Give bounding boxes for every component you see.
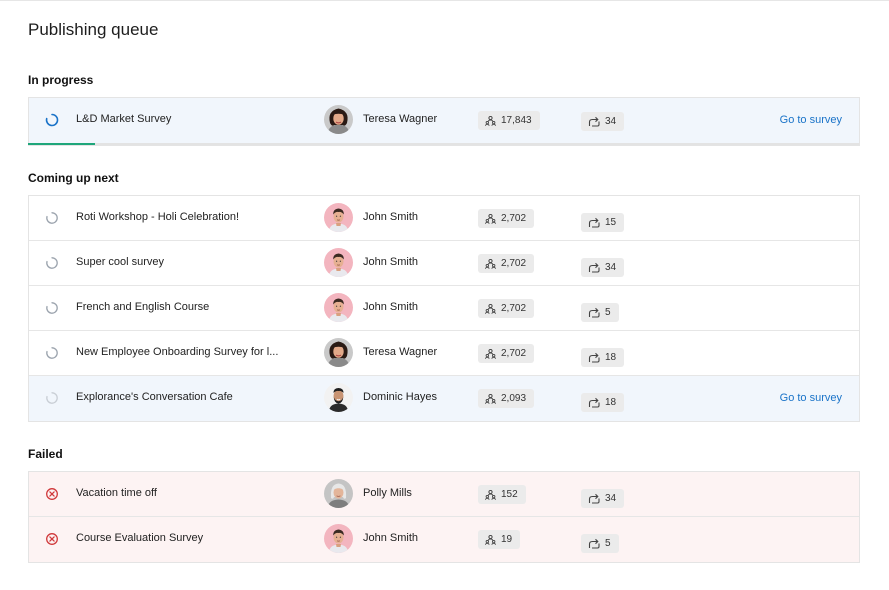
queued-spinner-icon	[45, 391, 59, 405]
owner-name: Polly Mills	[363, 487, 412, 499]
share-icon	[588, 352, 605, 363]
survey-name: Vacation time off	[76, 487, 157, 499]
queue-row: Vacation time off Polly Mills 152 34	[29, 472, 859, 517]
section-heading-coming-up-next: Coming up next	[28, 171, 119, 185]
share-icon	[588, 493, 605, 504]
survey-name: Course Evaluation Survey	[76, 532, 204, 544]
respondents-icon	[485, 213, 501, 224]
queue-row: Explorance's Conversation Cafe Dominic Ha…	[29, 376, 859, 421]
share-icon	[588, 116, 605, 127]
survey-name: Super cool survey	[76, 256, 165, 268]
owner-name: John Smith	[363, 532, 419, 544]
share-icon	[588, 262, 605, 273]
responses-count: 19	[501, 534, 513, 545]
responses-badge: 152	[478, 485, 526, 504]
survey-name: Roti Workshop - Holi Celebration!	[76, 211, 240, 223]
survey-name: Explorance's Conversation Cafe	[76, 391, 233, 403]
responses-badge: 2,702	[478, 254, 535, 273]
survey-name: L&D Market Survey	[76, 113, 172, 125]
shares-count: 34	[605, 493, 617, 504]
owner-name: Teresa Wagner	[363, 113, 438, 125]
avatar	[324, 248, 353, 277]
queued-spinner-icon	[45, 346, 59, 360]
avatar	[324, 293, 353, 322]
responses-count: 2,702	[501, 258, 527, 269]
share-icon	[588, 538, 605, 549]
responses-badge: 19	[478, 530, 521, 549]
avatar	[324, 338, 353, 367]
shares-count: 15	[605, 217, 617, 228]
responses-count: 2,702	[501, 213, 527, 224]
responses-count: 2,093	[501, 393, 527, 404]
in-progress-list: L&D Market Survey Teresa Wagner 17,843 34 Go…	[28, 97, 860, 146]
owner-name: Dominic Hayes	[363, 391, 437, 403]
responses-badge: 2,702	[478, 209, 535, 228]
section-heading-in-progress: In progress	[28, 73, 94, 87]
respondents-icon	[485, 348, 501, 359]
avatar	[324, 203, 353, 232]
avatar	[324, 524, 353, 553]
shares-badge: 5	[581, 534, 619, 553]
shares-badge: 18	[581, 393, 625, 412]
shares-badge: 34	[581, 112, 625, 131]
queued-spinner-icon	[45, 301, 59, 315]
queue-row: Super cool survey John Smith 2,702 34	[29, 241, 859, 286]
responses-badge: 2,702	[478, 344, 535, 363]
queue-row: French and English Course John Smith 2,702…	[29, 286, 859, 331]
respondents-icon	[485, 489, 501, 500]
share-icon	[588, 217, 605, 228]
responses-count: 17,843	[501, 115, 532, 126]
responses-count: 2,702	[501, 348, 527, 359]
owner-name: Teresa Wagner	[363, 346, 438, 358]
shares-count: 34	[605, 116, 617, 127]
shares-count: 5	[605, 307, 611, 318]
shares-badge: 34	[581, 258, 625, 277]
respondents-icon	[485, 115, 501, 126]
shares-count: 5	[605, 538, 611, 549]
avatar	[324, 105, 353, 134]
responses-badge: 17,843	[478, 111, 540, 130]
share-icon	[588, 397, 605, 408]
queue-row: Course Evaluation Survey John Smith 19 5	[29, 517, 859, 562]
failed-status-icon	[45, 487, 59, 501]
avatar	[324, 479, 353, 508]
shares-badge: 34	[581, 489, 625, 508]
page-title: Publishing queue	[28, 20, 159, 39]
survey-name: New Employee Onboarding Survey for l...	[76, 346, 279, 358]
avatar	[324, 383, 353, 412]
section-heading-failed: Failed	[28, 447, 63, 461]
queued-spinner-icon	[45, 211, 59, 225]
shares-badge: 15	[581, 213, 625, 232]
progress-bar	[28, 143, 95, 145]
shares-count: 34	[605, 262, 617, 273]
owner-name: John Smith	[363, 301, 419, 313]
owner-name: John Smith	[363, 256, 419, 268]
owner-name: John Smith	[363, 211, 419, 223]
respondents-icon	[485, 534, 501, 545]
shares-count: 18	[605, 352, 617, 363]
responses-badge: 2,702	[478, 299, 535, 318]
shares-badge: 5	[581, 303, 619, 322]
responses-count: 152	[501, 489, 518, 500]
survey-name: French and English Course	[76, 301, 210, 313]
top-divider	[0, 0, 889, 1]
respondents-icon	[485, 258, 501, 269]
share-icon	[588, 307, 605, 318]
queue-row: L&D Market Survey Teresa Wagner 17,843 34 Go…	[28, 98, 859, 145]
failed-status-icon	[45, 532, 59, 546]
shares-count: 18	[605, 397, 617, 408]
respondents-icon	[485, 393, 501, 404]
responses-badge: 2,093	[478, 389, 535, 408]
shares-badge: 18	[581, 348, 625, 367]
queue-row: Roti Workshop - Holi Celebration! John Sm…	[29, 196, 859, 241]
coming-up-next-list: Roti Workshop - Holi Celebration! John Sm…	[28, 195, 860, 422]
queue-row: New Employee Onboarding Survey for l... T…	[29, 331, 859, 376]
in-progress-spinner-icon	[45, 113, 59, 127]
go-to-survey-link[interactable]: Go to survey	[779, 392, 842, 404]
responses-count: 2,702	[501, 303, 527, 314]
go-to-survey-link[interactable]: Go to survey	[779, 114, 842, 126]
queued-spinner-icon	[45, 256, 59, 270]
respondents-icon	[485, 303, 501, 314]
failed-list: Vacation time off Polly Mills 152 34 Course …	[28, 471, 860, 563]
